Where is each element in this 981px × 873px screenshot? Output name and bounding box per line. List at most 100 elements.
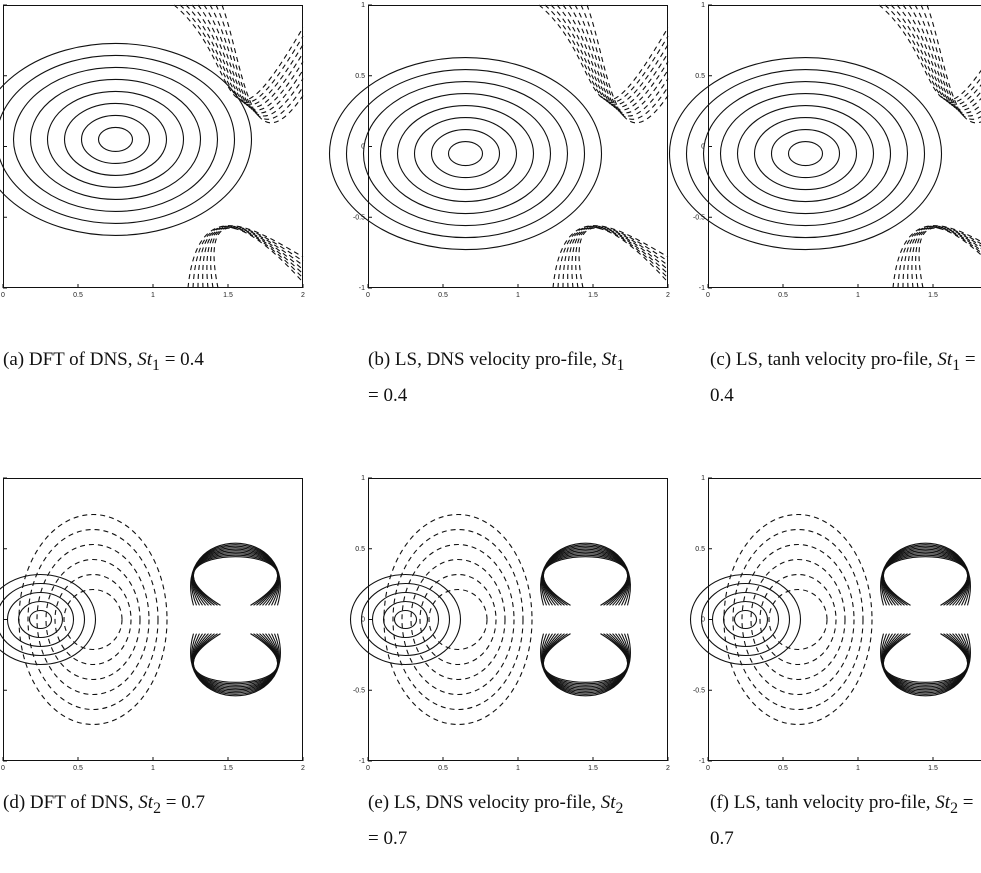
dashed-contour [557, 225, 669, 289]
solid-contour [770, 129, 841, 179]
caption-var: St [937, 349, 953, 370]
dashed-contour [562, 4, 669, 111]
solid-contour [382, 600, 429, 639]
dashed-contour [578, 227, 669, 289]
dashed-contour [203, 4, 304, 114]
dashed-contour [768, 588, 828, 651]
dashed-contour [884, 4, 981, 103]
dashed-contour [562, 226, 669, 289]
x-tick-label: 1 [856, 765, 860, 772]
x-tick-label: 0 [706, 292, 710, 299]
solid-contour [393, 609, 418, 630]
dashed-contour [63, 588, 123, 651]
caption-rest: = 0.7 [710, 792, 974, 849]
dashed-contour [878, 4, 981, 101]
solid-contour [328, 57, 603, 251]
solid-contour [702, 81, 909, 227]
caption-rest: = 0.4 [710, 349, 976, 406]
x-tick-label: 1.5 [928, 292, 938, 299]
contour-plot: 10.50-0.5-100.511.52 [0, 2, 305, 299]
y-tick-label: 1 [701, 2, 705, 9]
solid-contour [362, 81, 569, 227]
dashed-contour [918, 227, 981, 289]
y-tick-label: -1 [699, 285, 705, 292]
dashed-contour [538, 4, 669, 101]
dashed-contour [392, 528, 524, 711]
solid-contour [882, 633, 969, 683]
dashed-contour [741, 543, 855, 696]
contour-plot: 10.50-0.5-100.511.52 [0, 475, 305, 772]
y-tick-label: 0.5 [695, 546, 705, 553]
solid-contour [6, 591, 75, 648]
dashed-contour [428, 588, 488, 651]
solid-contour [733, 609, 758, 630]
y-tick-label: -1 [699, 758, 705, 765]
solid-contour [192, 633, 279, 683]
y-tick-label: -0.5 [353, 214, 365, 221]
caption-text: LS, tanh velocity pro-file, [733, 792, 931, 813]
solid-contour [192, 556, 279, 606]
dashed-contour [213, 227, 304, 289]
dashed-contour [580, 4, 669, 120]
dashed-contour [759, 573, 837, 666]
y-tick-label: -0.5 [693, 687, 705, 694]
dashed-contour [732, 528, 864, 711]
dashed-contour [568, 4, 669, 114]
dashed-contour [191, 4, 304, 108]
y-tick-label: 0 [701, 144, 705, 151]
solid-contour [447, 141, 484, 167]
y-tick-label: 0 [361, 617, 365, 624]
dashed-contour [410, 558, 506, 681]
solid-contour [0, 42, 253, 236]
dashed-contour [192, 225, 304, 289]
dashed-contour [36, 543, 150, 696]
solid-contour [345, 69, 586, 239]
caption-rest: = 0.4 [164, 349, 204, 370]
dashed-contour [221, 4, 304, 124]
caption-sub: 1 [152, 356, 160, 374]
caption-text: LS, DNS velocity pro-file, [394, 349, 598, 370]
caption-label: (f) [710, 792, 729, 813]
caption-var: St [600, 792, 616, 813]
contours [0, 513, 281, 726]
dashed-contour [926, 4, 981, 124]
dashed-contour [574, 4, 669, 117]
dashed-contour [206, 226, 304, 289]
solid-contour [711, 591, 780, 648]
solid-contour [719, 93, 892, 215]
y-tick-label: 0.5 [355, 73, 365, 80]
y-tick-label: 1 [701, 475, 705, 482]
caption: (d) DFT of DNS, St2 = 0.7 [3, 788, 273, 824]
y-tick-label: -1 [359, 285, 365, 292]
plot-frame [368, 478, 668, 761]
x-tick-label: 0.5 [438, 292, 448, 299]
dashed-contour [419, 573, 497, 666]
caption-text: DFT of DNS, [29, 792, 134, 813]
solid-contour [668, 57, 943, 251]
solid-contour [722, 600, 769, 639]
solid-contour [700, 582, 791, 657]
caption-label: (e) [368, 792, 390, 813]
x-tick-label: 0.5 [73, 765, 83, 772]
contours [668, 4, 981, 289]
dashed-contour [197, 4, 304, 111]
caption: (f) LS, tanh velocity pro-file, St2 = 0.… [710, 788, 980, 854]
caption-label: (a) [3, 349, 25, 370]
solid-contour [80, 114, 151, 164]
dashed-contour [197, 226, 304, 289]
caption-var: St [137, 349, 153, 370]
caption-sub: 2 [153, 799, 161, 817]
solid-contour [63, 102, 168, 176]
solid-contour [29, 78, 202, 200]
y-tick-label: 0.5 [695, 73, 705, 80]
dashed-contour [907, 226, 981, 289]
solid-contour [753, 117, 858, 191]
plot-frame [368, 5, 668, 288]
caption-sub: 1 [952, 356, 961, 374]
y-tick-label: 0 [701, 617, 705, 624]
solid-contour [0, 573, 97, 666]
x-tick-label: 0 [706, 765, 710, 772]
caption-text: DFT of DNS, [28, 349, 133, 370]
dashed-contour [185, 4, 304, 106]
